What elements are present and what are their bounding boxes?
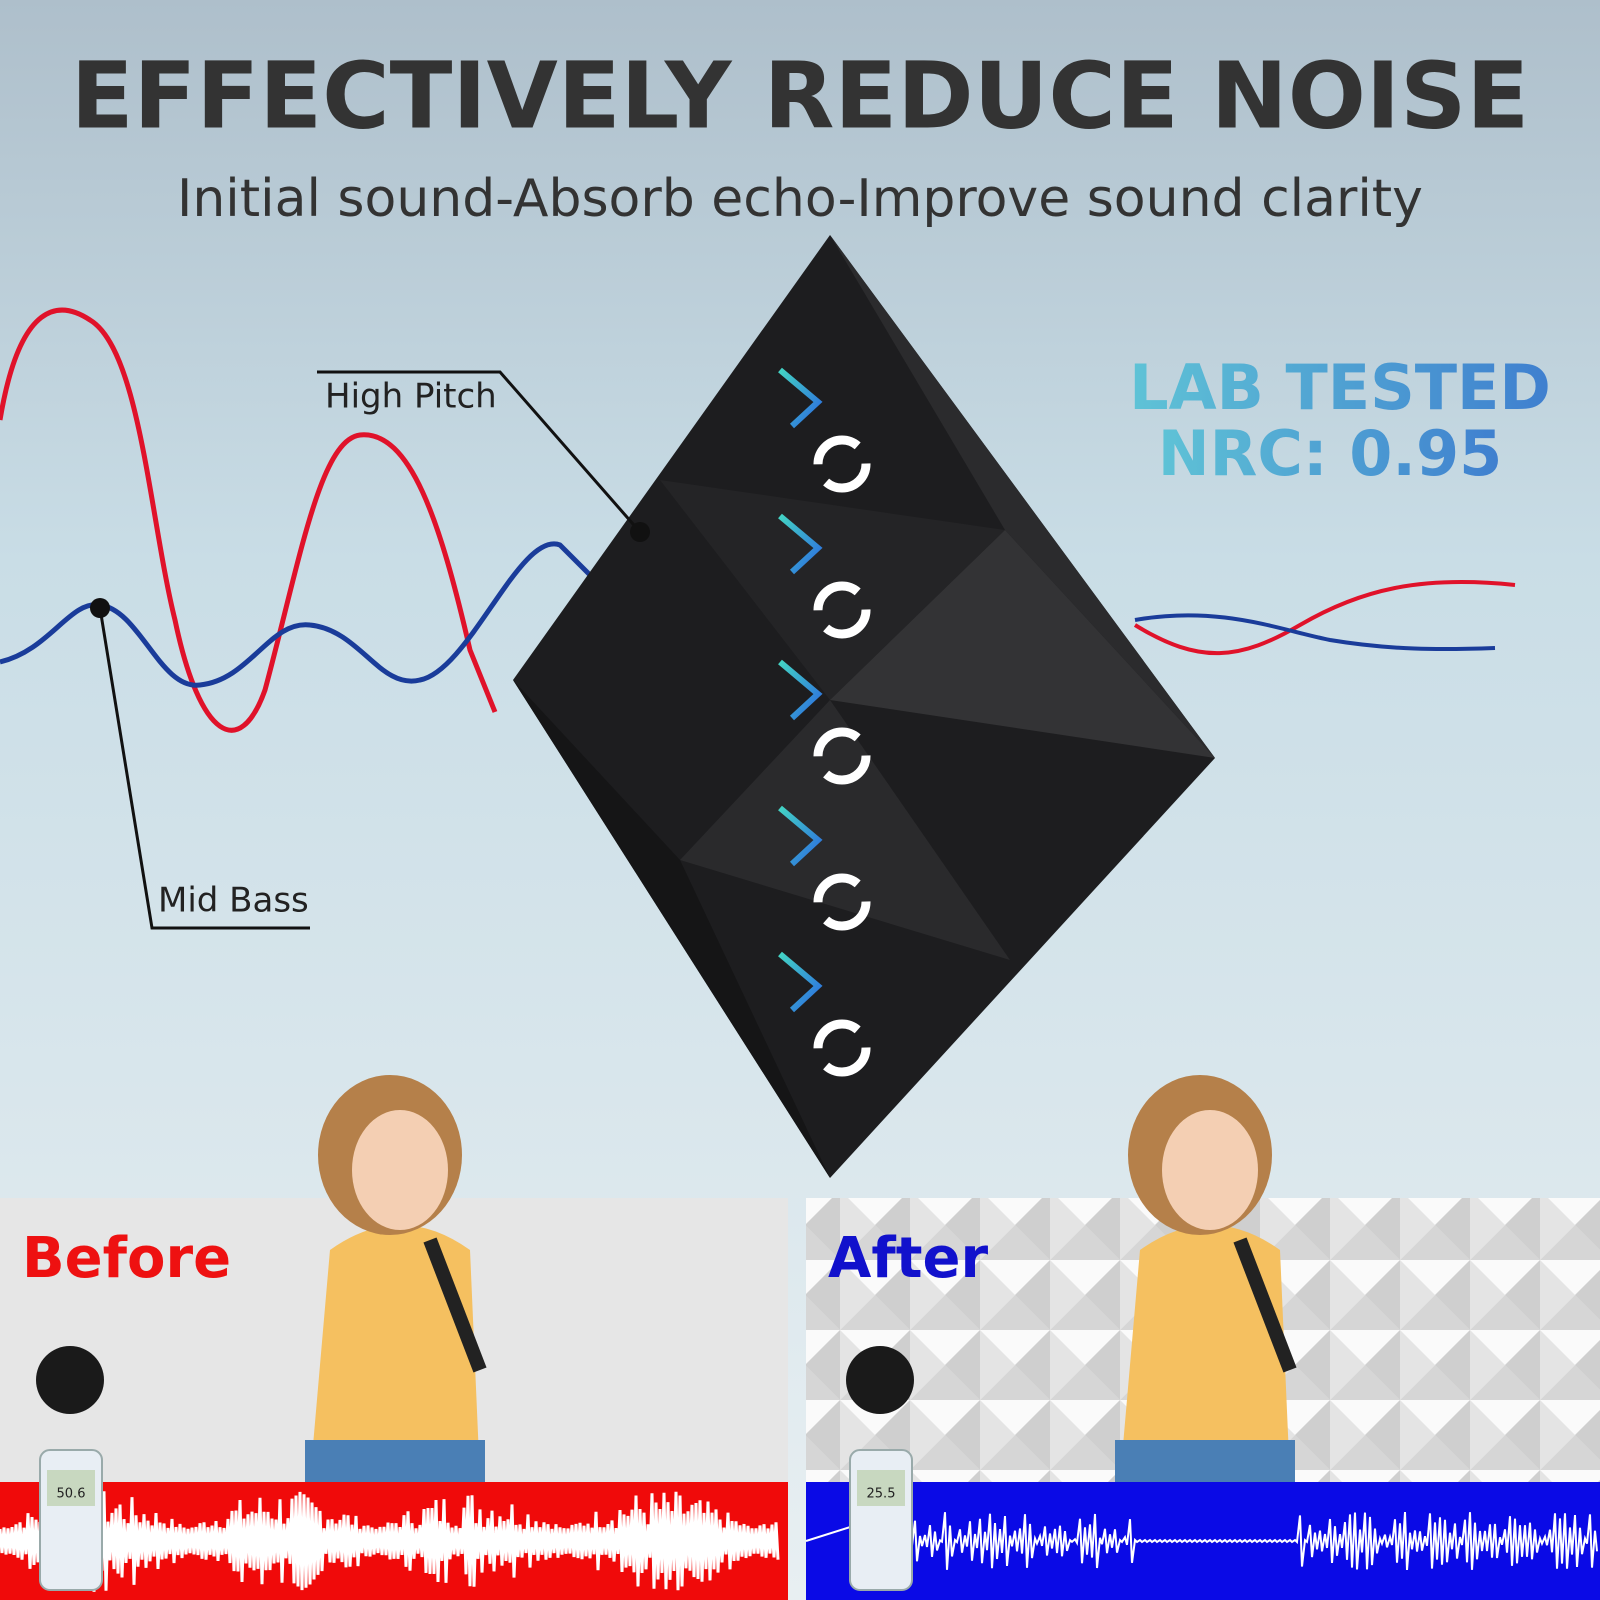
absorb-icon bbox=[813, 873, 871, 931]
red-wave bbox=[0, 307, 498, 733]
reflect-arrow bbox=[778, 805, 823, 867]
absorb-icon bbox=[813, 1019, 871, 1077]
badge-line: NRC: 0.95 bbox=[1158, 417, 1502, 490]
waveforms bbox=[0, 1490, 1598, 1592]
meter-screen bbox=[47, 1470, 95, 1506]
reflect-arrow bbox=[778, 367, 823, 429]
subtitle: Initial sound-Absorb echo-Improve sound … bbox=[177, 169, 1423, 229]
absorb-icon bbox=[813, 435, 871, 493]
reflect-arrow bbox=[778, 513, 823, 575]
badge-line: LAB TESTED bbox=[1129, 351, 1551, 424]
person-body bbox=[310, 1225, 480, 1480]
leader-dot bbox=[630, 522, 650, 542]
person-face bbox=[1162, 1110, 1258, 1230]
meter-mic bbox=[36, 1346, 104, 1414]
after-label: After bbox=[828, 1226, 988, 1291]
person-shorts bbox=[305, 1440, 485, 1482]
acoustic-panel bbox=[513, 235, 1215, 1178]
leader-dot bbox=[90, 598, 110, 618]
person-body bbox=[1120, 1225, 1290, 1480]
absorption-icons bbox=[778, 367, 871, 1077]
microphone bbox=[1233, 1237, 1297, 1373]
meter-screen bbox=[857, 1470, 905, 1506]
person-face bbox=[352, 1110, 448, 1230]
before-label: Before bbox=[22, 1226, 231, 1291]
reflect-arrow bbox=[778, 659, 823, 721]
person-shorts bbox=[1115, 1440, 1295, 1482]
leader-line bbox=[317, 370, 642, 533]
absorb-icon bbox=[813, 727, 871, 785]
microphone bbox=[423, 1237, 487, 1373]
meter-reading: 50.6 bbox=[57, 1487, 86, 1502]
high-pitch-label: High Pitch bbox=[325, 377, 497, 417]
meter-mic bbox=[846, 1346, 914, 1414]
red-wave-after bbox=[1133, 579, 1516, 656]
title: EFFECTIVELY REDUCE NOISE bbox=[71, 42, 1530, 149]
meter-reading: 25.5 bbox=[867, 1487, 896, 1502]
before-waveform bbox=[0, 1490, 780, 1592]
leader-line bbox=[98, 607, 310, 930]
blue-wave-after bbox=[1134, 613, 1496, 652]
absorb-icon bbox=[813, 581, 871, 639]
after-waveform bbox=[805, 1509, 1598, 1571]
reflect-arrow bbox=[778, 951, 823, 1013]
singers: 50.6 25.5 bbox=[36, 1075, 1297, 1591]
mid-bass-label: Mid Bass bbox=[158, 881, 309, 921]
